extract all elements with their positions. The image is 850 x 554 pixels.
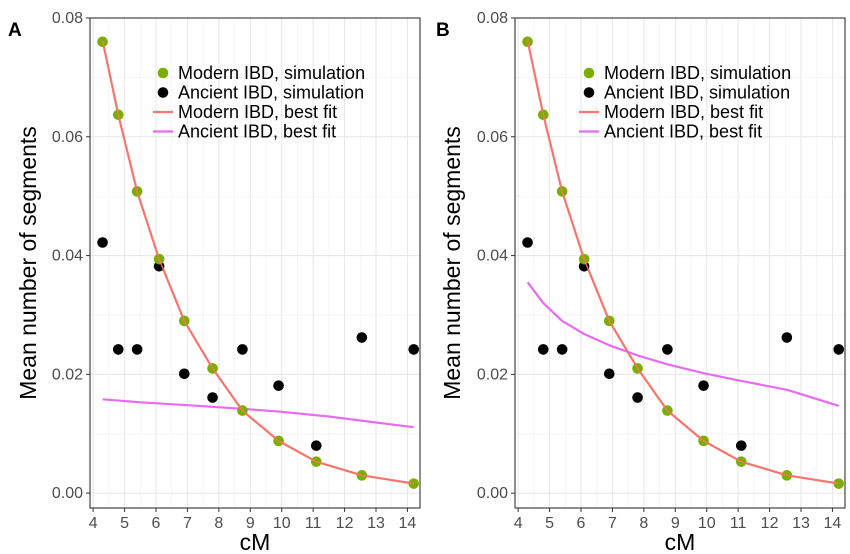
ancient-simulation-point xyxy=(356,332,368,343)
y-tick-label: 0.08 xyxy=(477,10,508,27)
x-tick-label: 11 xyxy=(730,515,747,532)
ancient-simulation-point xyxy=(698,380,709,391)
legend-label: Modern IBD, simulation xyxy=(604,63,791,83)
ancient-simulation-point xyxy=(522,237,533,248)
ancient-simulation-point xyxy=(833,344,845,355)
modern-fit-line-overlay xyxy=(526,40,839,485)
x-tick-label: 13 xyxy=(367,515,385,532)
x-tick-label: 7 xyxy=(183,515,192,532)
x-tick-label: 6 xyxy=(152,515,161,532)
panel-border xyxy=(514,17,846,509)
legend-label: Ancient IBD, simulation xyxy=(178,83,364,103)
x-tick-label: 8 xyxy=(214,515,223,532)
x-tick-label: 12 xyxy=(336,515,354,532)
panel-B: B 4 5 6 7 8 9 10 11 12 13 14 0.00 0.02 0.04 0.06 0.08 cM M… xyxy=(436,10,846,554)
x-tick-label: 4 xyxy=(89,515,98,532)
x-tick-label: 7 xyxy=(608,515,617,532)
x-tick-label: 8 xyxy=(639,515,648,532)
legend-label: Modern IBD, best fit xyxy=(178,102,337,122)
panel-A: A 4 5 6 7 8 9 10 11 12 13 14 0.00 0.02 0.04 0.06 0.08 cM M… xyxy=(8,10,421,554)
x-tick-label: 10 xyxy=(698,515,716,532)
y-tick-label: 0.02 xyxy=(477,366,508,383)
ancient-simulation-point xyxy=(131,344,143,355)
ancient-simulation-point xyxy=(603,368,615,380)
y-axis-title: Mean number of segments xyxy=(439,126,465,400)
y-tick-label: 0.04 xyxy=(477,248,508,265)
ancient-simulation-point xyxy=(735,440,747,451)
legend-key-point xyxy=(157,67,169,79)
ancient-simulation-point xyxy=(273,380,284,391)
modern-simulation-point xyxy=(408,478,420,489)
legend-label: Modern IBD, best fit xyxy=(604,102,763,122)
x-axis: 4 5 6 7 8 9 10 11 12 13 14 xyxy=(89,508,417,532)
gridlines xyxy=(515,17,845,508)
y-tick-label: 0.08 xyxy=(52,10,83,27)
legend-key-point xyxy=(157,87,169,98)
x-axis-title: cM xyxy=(665,529,696,554)
ancient-simulation-point xyxy=(556,344,568,355)
x-tick-label: 14 xyxy=(824,515,842,532)
ancient-simulation-point xyxy=(632,392,643,403)
x-tick-label: 10 xyxy=(273,515,291,532)
x-axis-title: cM xyxy=(240,529,271,554)
y-tick-label: 0.00 xyxy=(477,485,508,502)
ancient-simulation-point xyxy=(97,237,108,248)
y-tick-label: 0.04 xyxy=(52,248,83,265)
ancient-fit-line xyxy=(526,281,840,407)
x-tick-label: 4 xyxy=(514,515,523,532)
ancient-simulation-point xyxy=(537,344,549,355)
ancient-simulation-point xyxy=(207,392,218,403)
ancient-simulation-point xyxy=(781,332,793,343)
legend-label: Ancient IBD, best fit xyxy=(604,122,762,142)
y-axis: 0.00 0.02 0.04 0.06 0.08 xyxy=(52,10,90,502)
y-tick-label: 0.06 xyxy=(52,129,83,146)
panel-letter: A xyxy=(8,20,22,41)
x-tick-label: 5 xyxy=(545,515,554,532)
x-axis: 4 5 6 7 8 9 10 11 12 13 14 xyxy=(514,508,842,532)
x-tick-label: 9 xyxy=(671,515,680,532)
modern-simulation-point xyxy=(833,478,845,489)
y-tick-label: 0.02 xyxy=(52,366,83,383)
x-tick-label: 12 xyxy=(761,515,779,532)
modern-fit-line-overlay xyxy=(101,40,414,485)
y-tick-label: 0.00 xyxy=(52,485,83,502)
legend-key-point xyxy=(583,87,595,98)
ancient-fit-line xyxy=(102,398,414,429)
panel-border xyxy=(89,17,421,509)
legend-label: Ancient IBD, simulation xyxy=(604,83,790,103)
x-tick-label: 6 xyxy=(577,515,586,532)
legend-key-point xyxy=(583,67,595,79)
ancient-simulation-point xyxy=(112,344,124,355)
ancient-simulation-point xyxy=(237,344,248,355)
legend-label: Ancient IBD, best fit xyxy=(178,122,336,142)
x-tick-label: 11 xyxy=(305,515,322,532)
ancient-simulation-point xyxy=(408,344,420,355)
panel-letter: B xyxy=(436,20,450,41)
x-tick-label: 14 xyxy=(399,515,417,532)
gridlines xyxy=(90,17,420,508)
x-tick-label: 9 xyxy=(246,515,255,532)
x-tick-label: 5 xyxy=(120,515,129,532)
ancient-simulation-point xyxy=(662,344,673,355)
x-tick-label: 13 xyxy=(792,515,810,532)
y-tick-label: 0.06 xyxy=(477,129,508,146)
ancient-simulation-point xyxy=(310,440,322,451)
ancient-simulation-point xyxy=(178,368,190,380)
legend-label: Modern IBD, simulation xyxy=(178,63,365,83)
y-axis: 0.00 0.02 0.04 0.06 0.08 xyxy=(477,10,515,502)
y-axis-title: Mean number of segments xyxy=(15,126,41,400)
